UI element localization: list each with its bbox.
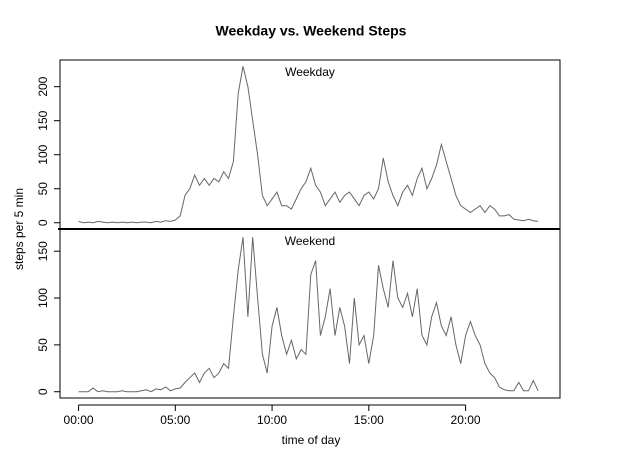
x-tick-label: 20:00 <box>451 413 481 427</box>
x-axis-label: time of day <box>282 433 341 447</box>
data-line <box>78 66 539 224</box>
y-tick-label: 50 <box>36 182 50 196</box>
chart-title: Weekday vs. Weekend Steps <box>216 23 407 39</box>
y-tick-label: 100 <box>36 288 50 308</box>
x-tick-label: 15:00 <box>354 413 384 427</box>
y-axis-label: steps per 5 min <box>12 188 26 270</box>
x-tick-label: 00:00 <box>64 413 94 427</box>
panel-label: Weekend <box>285 234 335 248</box>
y-tick-label: 200 <box>36 76 50 96</box>
x-tick-label: 10:00 <box>257 413 287 427</box>
y-tick-label: 150 <box>36 110 50 130</box>
y-tick-label: 0 <box>36 388 50 395</box>
panel-label: Weekday <box>285 65 335 79</box>
y-tick-label: 150 <box>36 241 50 261</box>
y-tick-label: 100 <box>36 144 50 164</box>
data-line <box>78 237 539 393</box>
x-tick-label: 05:00 <box>160 413 190 427</box>
y-tick-label: 50 <box>36 338 50 352</box>
y-tick-label: 0 <box>36 219 50 226</box>
